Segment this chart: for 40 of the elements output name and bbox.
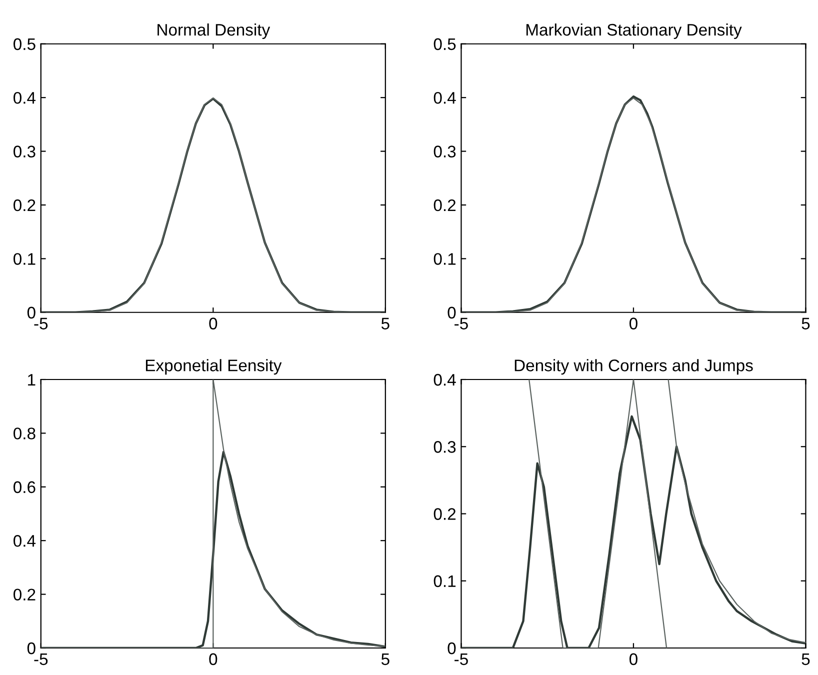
y-tick-label: 0 (27, 642, 36, 654)
y-tick-label: 1 (28, 374, 36, 386)
y-tick-label: 0.1 (14, 253, 36, 265)
y-tick-label: 0.2 (434, 508, 456, 520)
x-tick-label: -5 (454, 653, 468, 666)
x-tick-label: 5 (802, 653, 810, 666)
y-tick-label: 0.5 (434, 38, 456, 50)
x-tick-label: 5 (381, 653, 390, 666)
chart-title: Density with Corners and Jumps (514, 359, 753, 375)
y-tick-label: 0 (27, 306, 36, 319)
y-tick-label: 0.3 (434, 146, 456, 158)
x-tick-label: 0 (629, 318, 638, 330)
y-tick-label: 0.4 (434, 374, 456, 386)
y-tick-label: 0.6 (14, 481, 36, 494)
chart-title: Normal Density (158, 23, 270, 39)
chart-title: Markovian Stationary Density (526, 23, 742, 39)
y-tick-label: 0.4 (14, 92, 36, 104)
y-tick-label: 0.1 (434, 253, 456, 265)
x-tick-label: 0 (209, 653, 218, 666)
y-tick-label: 0 (448, 306, 456, 319)
y-tick-label: 0.5 (14, 38, 36, 50)
y-tick-label: 0.1 (434, 575, 456, 588)
x-tick-label: -5 (454, 318, 468, 330)
x-tick-label: 5 (802, 318, 810, 330)
y-tick-label: 0.3 (434, 441, 456, 453)
chart-title: Exponetial Eensity (146, 359, 282, 375)
x-tick-label: 5 (381, 318, 390, 330)
y-tick-label: 0.3 (14, 146, 36, 158)
x-tick-label: -5 (34, 318, 48, 330)
y-tick-label: 0 (448, 642, 456, 654)
y-tick-label: 0.4 (434, 92, 456, 104)
y-tick-label: 0.2 (14, 199, 36, 212)
line-series (40, 380, 386, 648)
y-tick-label: 0.2 (14, 588, 36, 601)
y-tick-label: 0.4 (14, 535, 36, 547)
x-tick-label: 0 (209, 318, 218, 330)
y-tick-label: 0.2 (434, 199, 456, 212)
x-tick-label: 0 (629, 653, 638, 666)
x-tick-label: -5 (34, 653, 48, 666)
y-tick-label: 0.8 (14, 428, 36, 440)
